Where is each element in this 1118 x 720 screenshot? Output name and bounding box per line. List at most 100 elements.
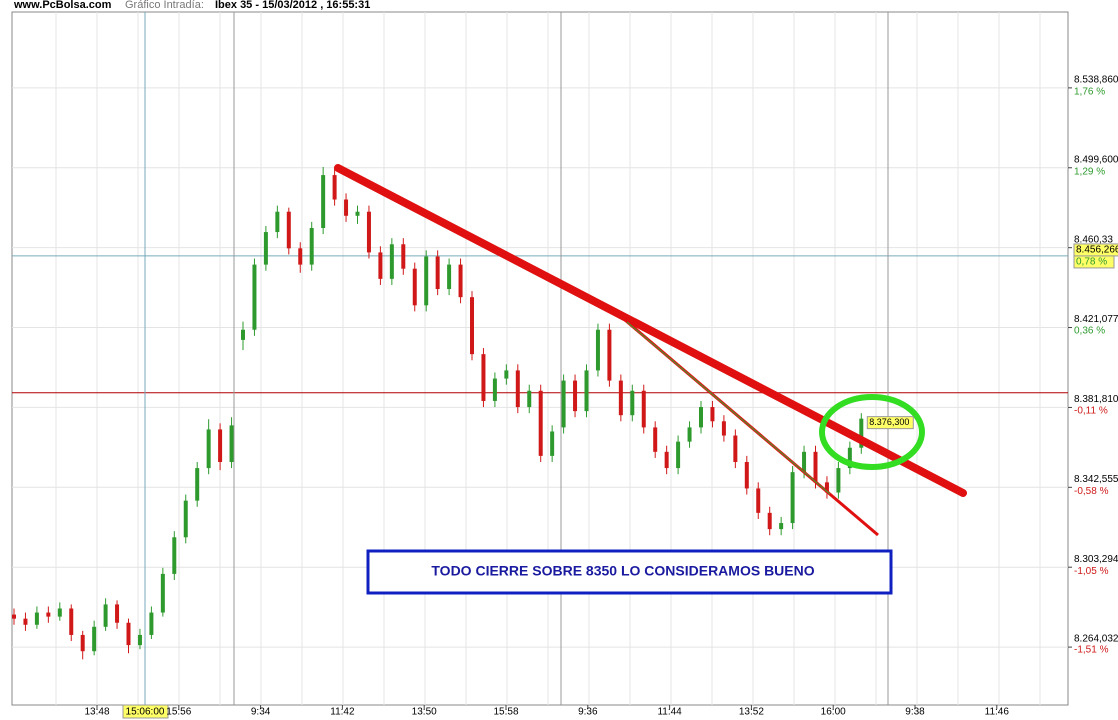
candle-body — [527, 390, 532, 408]
candle-body — [160, 573, 165, 613]
candle-body — [149, 612, 154, 635]
candle-body — [813, 451, 818, 483]
candle-body — [492, 378, 497, 401]
candle-body — [802, 451, 807, 473]
trend-line-overlay — [626, 321, 831, 495]
title: Ibex 35 - 15/03/2012 , 16:55:31 — [215, 0, 370, 11]
y2-tick-label: 0,36 % — [1074, 325, 1105, 336]
candle-body — [733, 435, 738, 462]
y-tick-label: 8.303,294 — [1074, 554, 1118, 565]
candle-body — [721, 421, 726, 436]
candle-body — [69, 608, 74, 635]
candle-body — [80, 634, 85, 652]
candle-body — [481, 354, 486, 401]
candle-body — [46, 612, 51, 617]
candle-body — [699, 407, 703, 428]
candle-body — [286, 211, 291, 249]
y2-tick-label: 1,29 % — [1074, 167, 1105, 178]
y-tick-label: 8.342,555 — [1074, 474, 1118, 485]
candle-body — [263, 232, 268, 265]
x-tick-label: 11:42 — [330, 707, 355, 718]
candle-body — [676, 441, 681, 469]
candle-body — [218, 429, 223, 462]
candle-body — [275, 211, 280, 233]
y-tick-label: 8.421,077 — [1074, 314, 1118, 325]
candle-body — [584, 370, 589, 412]
candle-body — [298, 248, 303, 265]
cursor-pct-box — [1073, 255, 1115, 269]
candle-body — [366, 211, 371, 253]
candle-body — [561, 380, 566, 428]
candle-body — [836, 468, 841, 493]
y-tick-label: 8.460,33 — [1074, 234, 1113, 245]
candle-body — [57, 608, 62, 617]
candle-body — [241, 329, 245, 340]
candle-body — [630, 390, 635, 416]
x-tick-label: 15:56 — [166, 707, 191, 718]
x-tick-label: 9:38 — [905, 707, 925, 718]
candle-body — [744, 461, 749, 489]
candle-body — [378, 252, 383, 279]
candle-body — [504, 370, 509, 379]
candle-body — [195, 468, 200, 501]
candle-body — [137, 634, 142, 646]
y2-tick-label: -1,05 % — [1074, 566, 1109, 577]
candle-body — [641, 390, 646, 428]
candle-body — [607, 329, 612, 381]
candle-body — [23, 618, 28, 625]
trend-line — [334, 164, 967, 497]
x-tick-label: 15:58 — [493, 707, 518, 718]
candle-body — [12, 614, 16, 619]
candle-body — [435, 256, 440, 290]
cursor-pct: 0,78 % — [1076, 257, 1107, 268]
last-price-box — [866, 416, 914, 430]
candle-body — [229, 425, 234, 462]
x-tick-label: 11:46 — [985, 707, 1010, 718]
candles — [12, 166, 864, 660]
candle-body — [595, 329, 600, 371]
y-tick-label: 8.538,860 — [1074, 75, 1118, 86]
candle-body — [458, 264, 463, 298]
plot-area — [11, 11, 1069, 706]
candle-body — [321, 175, 326, 228]
candle-body — [424, 256, 429, 306]
annotation: TODO CIERRE SOBRE 8350 LO CONSIDERAMOS B… — [431, 563, 814, 579]
x-tick-label: 13:50 — [412, 707, 437, 718]
y2-tick-label: -0,11 % — [1074, 406, 1108, 417]
candle-body — [470, 297, 474, 355]
candle-body — [34, 612, 39, 625]
candle-body — [309, 227, 314, 265]
y2-tick-label: -1,51 % — [1074, 645, 1109, 656]
candle-body — [710, 407, 715, 422]
candle-body — [447, 264, 452, 290]
highlight-circle — [819, 394, 925, 470]
y-tick-label: 8.381,810 — [1074, 394, 1118, 405]
x-tick-label: 9:34 — [251, 707, 271, 718]
subtitle: Gráfico Intradía: — [125, 0, 204, 11]
candle-body — [756, 488, 761, 513]
annotation-box — [366, 549, 893, 595]
candle-body — [183, 500, 188, 538]
candle-body — [653, 427, 658, 452]
y-tick-label: 8.264,032 — [1074, 634, 1118, 645]
candle-body — [344, 199, 349, 216]
y2-tick-label: -0,58 % — [1074, 486, 1109, 497]
candle-body — [573, 380, 578, 412]
candle-body — [824, 482, 829, 493]
candle-body — [355, 211, 360, 216]
x-tick-label: 16:00 — [821, 707, 846, 718]
cursor-time: 15:06:00 — [126, 707, 165, 718]
x-tick-label: 9:36 — [578, 707, 598, 718]
candle-body — [550, 431, 555, 456]
candle-body — [847, 447, 852, 469]
candle-body — [206, 429, 211, 469]
cursor-time-box — [122, 704, 169, 719]
candle-body — [389, 244, 394, 279]
candle-body — [332, 175, 337, 200]
site: www.PcBolsa.com — [13, 0, 112, 11]
x-tick-label: 13:48 — [84, 707, 109, 718]
candle-body — [538, 390, 543, 456]
candle-body — [790, 472, 795, 524]
candle-body — [859, 418, 864, 448]
